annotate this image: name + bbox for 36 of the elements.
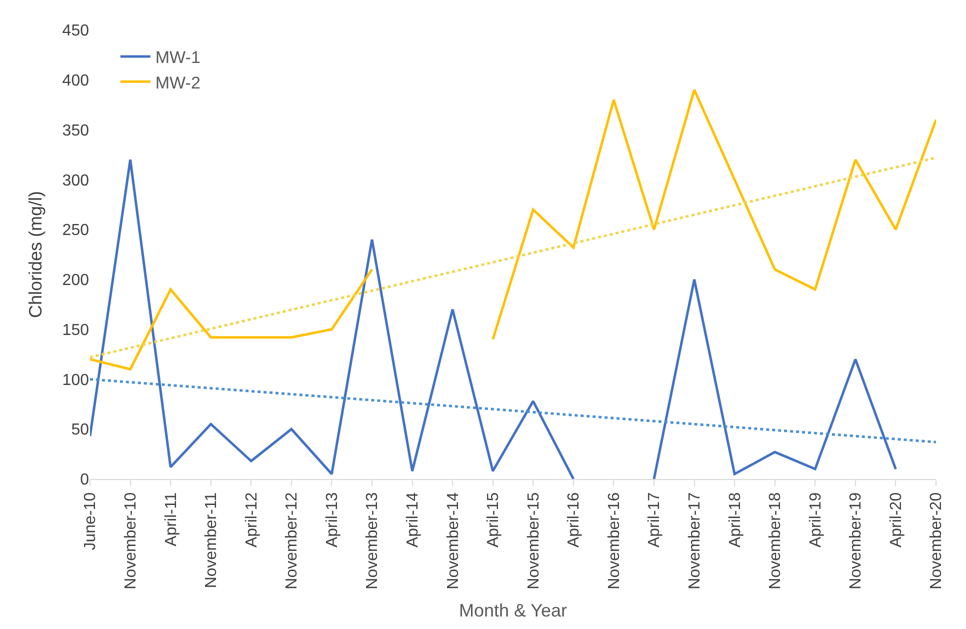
y-tick-label: 400 <box>62 72 90 90</box>
x-tick-label: April-12 <box>243 492 260 548</box>
x-tick-label: April-14 <box>404 492 422 548</box>
y-tick-label: 0 <box>80 472 90 489</box>
x-tick-label: November-12 <box>284 492 301 590</box>
y-axis-title: Chlorides (mg/l) <box>25 190 46 318</box>
x-tick-label: November-15 <box>525 492 542 590</box>
legend-label: MW-1 <box>155 48 200 68</box>
x-axis-title: Month & Year <box>458 600 568 620</box>
y-tick-label: 100 <box>62 372 90 389</box>
x-tick-label: November-13 <box>364 492 382 590</box>
y-tick-label: 50 <box>71 422 90 439</box>
y-tick-label: 150 <box>62 322 90 339</box>
x-tick-label: November-16 <box>606 492 623 590</box>
x-tick-label: April-17 <box>646 492 664 548</box>
x-tick-label: November-18 <box>767 492 784 590</box>
x-tick-label: November-20 <box>928 492 946 590</box>
x-tick-label: April-18 <box>726 492 744 548</box>
x-tick-label: April-15 <box>485 492 502 548</box>
y-tick-label: 250 <box>62 222 90 240</box>
x-tick-label: April-19 <box>807 492 824 548</box>
x-tick-label: November-19 <box>848 492 865 590</box>
x-tick-label: November-14 <box>444 492 462 590</box>
y-tick-label: 350 <box>62 122 90 140</box>
x-tick-label: April-11 <box>162 492 180 546</box>
x-tick-label: November-10 <box>122 492 140 590</box>
legend-label: MW-2 <box>155 73 200 92</box>
y-tick-label: 450 <box>62 22 90 40</box>
x-tick-label: November-11 <box>203 492 220 588</box>
x-tick-label: April-20 <box>888 492 905 548</box>
x-tick-label: June-10 <box>82 492 100 550</box>
x-tick-label: April-16 <box>566 492 583 548</box>
y-tick-label: 200 <box>62 272 90 290</box>
x-tick-label: November-17 <box>686 492 704 590</box>
x-tick-label: April-13 <box>324 492 341 548</box>
y-tick-label: 300 <box>62 172 90 190</box>
